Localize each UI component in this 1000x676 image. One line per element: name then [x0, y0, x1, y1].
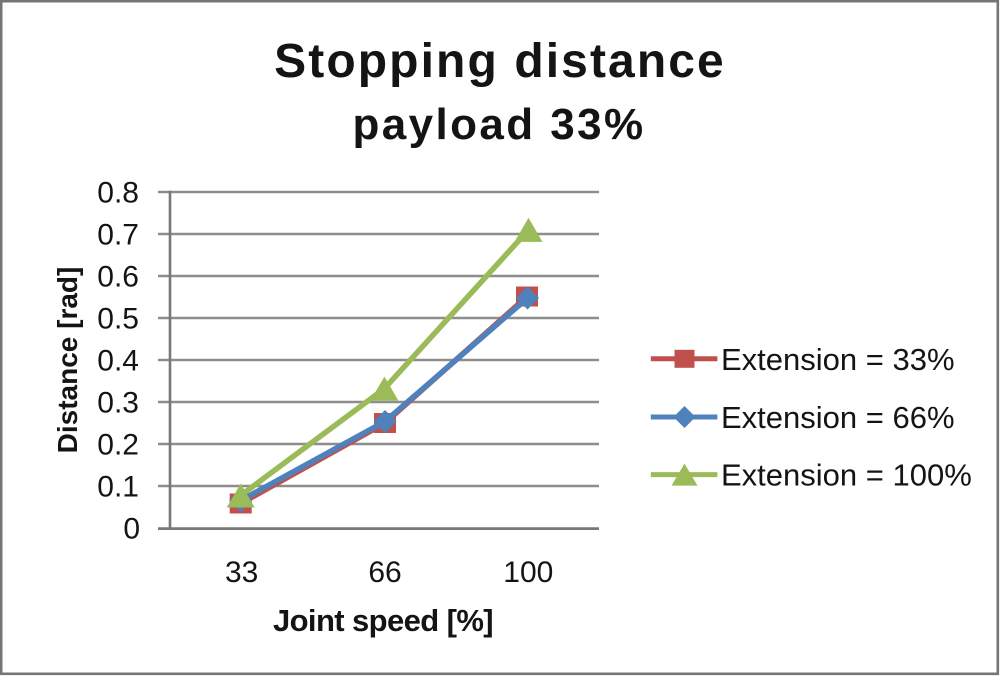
svg-text:0.2: 0.2 — [97, 429, 139, 462]
svg-text:Extension = 100%: Extension = 100% — [721, 458, 972, 493]
svg-text:Extension = 66%: Extension = 66% — [721, 400, 955, 435]
svg-text:Distance [rad]: Distance [rad] — [52, 267, 83, 454]
svg-text:0.8: 0.8 — [97, 177, 139, 210]
svg-text:66: 66 — [368, 556, 401, 589]
svg-text:payload 33%: payload 33% — [353, 100, 646, 149]
svg-text:0.1: 0.1 — [97, 471, 139, 504]
svg-text:0.4: 0.4 — [97, 345, 139, 378]
svg-text:Joint speed [%]: Joint speed [%] — [273, 603, 493, 638]
svg-text:0.5: 0.5 — [97, 303, 139, 336]
svg-text:0: 0 — [123, 513, 140, 546]
svg-text:0.7: 0.7 — [97, 219, 139, 252]
svg-text:100: 100 — [503, 556, 553, 589]
svg-text:0.3: 0.3 — [97, 387, 139, 420]
svg-text:Extension = 33%: Extension = 33% — [721, 342, 955, 377]
svg-text:0.6: 0.6 — [97, 261, 139, 294]
svg-text:Stopping distance: Stopping distance — [274, 35, 726, 88]
svg-text:33: 33 — [225, 556, 258, 589]
